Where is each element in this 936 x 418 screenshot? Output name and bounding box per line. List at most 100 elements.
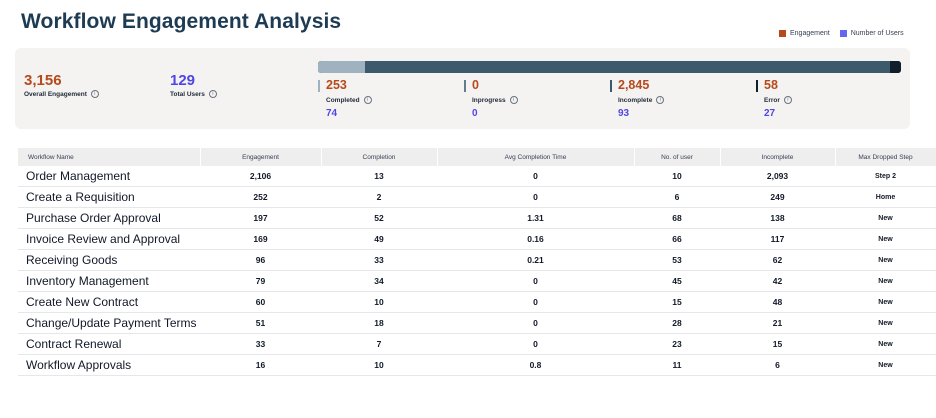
- bar-segment-completed: [318, 61, 365, 73]
- stat-label-wrap: Error i: [764, 96, 792, 104]
- table-cell: 45: [634, 270, 720, 292]
- table-row[interactable]: Invoice Review and Approval 169 49 0.16 66 11…: [18, 228, 936, 250]
- column-header[interactable]: Incomplete: [720, 148, 836, 166]
- table-cell: 0.16: [437, 228, 634, 250]
- table-row[interactable]: Contract Renewal 33 7 0 23 15 New: [18, 333, 936, 355]
- table-cell: 96: [200, 249, 321, 271]
- workflow-name-cell: Create a Requisition: [18, 186, 200, 208]
- column-header[interactable]: Workflow Name: [18, 148, 201, 166]
- table-cell: 11: [634, 354, 720, 376]
- table-row[interactable]: Receiving Goods 96 33 0.21 53 62 New: [18, 249, 936, 271]
- stat-label: Incomplete: [618, 96, 653, 104]
- info-icon[interactable]: i: [656, 96, 665, 104]
- page-title: Workflow Engagement Analysis: [21, 10, 342, 33]
- table-cell: 60: [200, 291, 321, 313]
- table-cell: 79: [200, 270, 321, 292]
- table-cell: New: [835, 312, 936, 334]
- table-cell: 0: [437, 166, 634, 187]
- table-cell: New: [835, 333, 936, 355]
- table-cell: 2,093: [720, 166, 835, 187]
- legend-swatch-users: [839, 30, 847, 37]
- table-cell: 13: [321, 166, 437, 187]
- table-cell: 0: [437, 291, 634, 313]
- table-cell: 66: [634, 228, 720, 250]
- table-row[interactable]: Purchase Order Approval 197 52 1.31 68 138 New: [18, 207, 936, 229]
- legend-item-users: Number of Users: [839, 30, 904, 37]
- table-cell: 2,106: [200, 166, 321, 187]
- table-cell: 53: [634, 249, 720, 271]
- workflow-name-cell: Change/Update Payment Terms: [18, 312, 200, 334]
- column-header[interactable]: Avg Completion Time: [437, 148, 635, 166]
- stat-label-wrap: Completed i: [326, 96, 372, 104]
- info-icon[interactable]: i: [90, 90, 99, 98]
- workflow-name-cell: Invoice Review and Approval: [18, 228, 200, 250]
- table-cell: 16: [200, 354, 321, 376]
- column-header[interactable]: No. of user: [634, 148, 721, 166]
- column-header[interactable]: Completion: [321, 148, 438, 166]
- table-cell: 7: [321, 333, 437, 355]
- legend-label-users: Number of Users: [850, 30, 904, 37]
- table-cell: 0: [437, 186, 634, 208]
- table-row[interactable]: Create New Contract 60 10 0 15 48 New: [18, 291, 936, 313]
- bar-segment-incomplete: [364, 61, 891, 73]
- table-cell: 117: [720, 228, 835, 250]
- stat-value: 253: [326, 78, 347, 92]
- workflow-name-cell: Create New Contract: [18, 291, 200, 313]
- workflow-name-cell: Workflow Approvals: [18, 354, 200, 376]
- bar-segment-error: [890, 61, 901, 73]
- column-header[interactable]: Max Dropped Step: [835, 148, 936, 166]
- workflow-name-cell: Receiving Goods: [18, 249, 200, 271]
- total-users-label: Total Users: [170, 90, 205, 98]
- stat-users: 0: [472, 108, 478, 119]
- info-icon[interactable]: i: [509, 96, 518, 104]
- table-cell: 197: [200, 207, 321, 229]
- table-cell: 68: [634, 207, 720, 229]
- status-progress-bar: [318, 61, 901, 73]
- table-cell: 52: [321, 207, 437, 229]
- stat-users: 27: [764, 108, 776, 119]
- table-cell: Home: [835, 186, 936, 208]
- workflow-name-cell: Purchase Order Approval: [18, 207, 200, 229]
- table-cell: New: [835, 207, 936, 229]
- table-cell: 10: [321, 291, 437, 313]
- table-cell: New: [835, 270, 936, 292]
- legend-label-engagement: Engagement: [790, 30, 830, 37]
- table-cell: 28: [634, 312, 720, 334]
- table-cell: 0: [437, 270, 634, 292]
- stat-label-wrap: Incomplete i: [618, 96, 665, 104]
- overall-engagement-label: Overall Engagement: [24, 90, 87, 98]
- table-cell: 0.8: [437, 354, 634, 376]
- table-cell: 2: [321, 186, 437, 208]
- column-header[interactable]: Engagement: [200, 148, 322, 166]
- table-cell: 0.21: [437, 249, 634, 271]
- workflow-name-cell: Inventory Management: [18, 270, 200, 292]
- table-row[interactable]: Change/Update Payment Terms 51 18 0 28 21 New: [18, 312, 936, 334]
- table-cell: 48: [720, 291, 835, 313]
- table-header-row: Workflow Name Engagement Completion Avg …: [18, 148, 936, 166]
- table-cell: New: [835, 354, 936, 376]
- table-cell: 10: [321, 354, 437, 376]
- table-cell: New: [835, 249, 936, 271]
- table-cell: 249: [720, 186, 835, 208]
- table-row[interactable]: Create a Requisition 252 2 0 6 249 Home: [18, 186, 936, 208]
- info-icon[interactable]: i: [783, 96, 792, 104]
- workflow-name-cell: Contract Renewal: [18, 333, 200, 355]
- overall-engagement-label-wrap: Overall Engagement i: [24, 90, 99, 98]
- table-row[interactable]: Order Management 2,106 13 0 10 2,093 Step 2: [18, 166, 936, 187]
- table-cell: Step 2: [835, 166, 936, 187]
- table-cell: 42: [720, 270, 835, 292]
- table-cell: 10: [634, 166, 720, 187]
- table-cell: 138: [720, 207, 835, 229]
- info-icon[interactable]: i: [208, 90, 217, 98]
- legend-swatch-engagement: [779, 30, 786, 37]
- stat-value: 0: [472, 78, 479, 92]
- table-row[interactable]: Workflow Approvals 16 10 0.8 11 6 New: [18, 354, 936, 376]
- stat-marker: [610, 80, 612, 92]
- table-row[interactable]: Inventory Management 79 34 0 45 42 New: [18, 270, 936, 292]
- table-cell: 51: [200, 312, 321, 334]
- stat-users: 93: [618, 108, 630, 119]
- info-icon[interactable]: i: [363, 96, 372, 104]
- stat-marker: [464, 80, 466, 92]
- table-cell: 6: [634, 186, 720, 208]
- total-users-label-wrap: Total Users i: [170, 90, 217, 98]
